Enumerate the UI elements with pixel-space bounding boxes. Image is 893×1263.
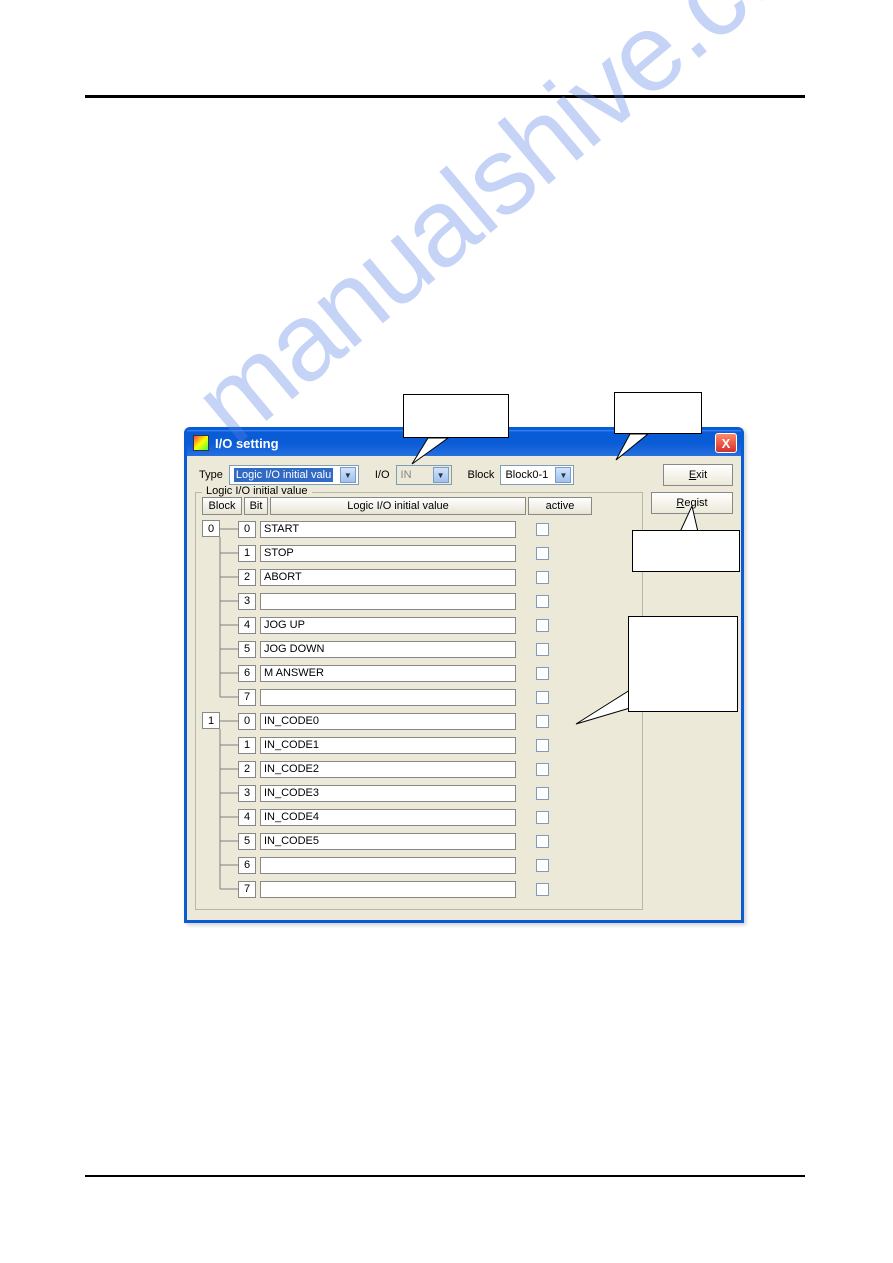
callout-box-3: [632, 530, 740, 572]
table-row: 2IN_CODE2: [238, 757, 636, 781]
table-row: 4IN_CODE4: [238, 805, 636, 829]
exit-button[interactable]: Exit: [663, 464, 733, 486]
bit-index: 5: [238, 641, 256, 658]
table-row: 1IN_CODE1: [238, 733, 636, 757]
active-checkbox[interactable]: [536, 667, 549, 680]
header-bit: Bit: [244, 497, 268, 515]
value-field[interactable]: [260, 881, 516, 898]
active-checkbox[interactable]: [536, 715, 549, 728]
header-active: active: [528, 497, 592, 515]
value-field[interactable]: JOG UP: [260, 617, 516, 634]
active-checkbox[interactable]: [536, 547, 549, 560]
watermark-text: manualshive.com: [170, 0, 884, 467]
active-checkbox[interactable]: [536, 835, 549, 848]
close-button[interactable]: X: [715, 433, 737, 453]
chevron-down-icon: ▼: [340, 467, 356, 483]
tree-column: 0 1: [202, 517, 238, 901]
bit-index: 0: [238, 713, 256, 730]
active-checkbox[interactable]: [536, 571, 549, 584]
bit-index: 3: [238, 593, 256, 610]
bit-index: 6: [238, 857, 256, 874]
chevron-down-icon: ▼: [555, 467, 571, 483]
tree-lines: [202, 517, 238, 901]
bit-index: 4: [238, 617, 256, 634]
value-field[interactable]: ABORT: [260, 569, 516, 586]
page-rule-bottom: [85, 1175, 805, 1177]
active-checkbox[interactable]: [536, 691, 549, 704]
value-field[interactable]: START: [260, 521, 516, 538]
table-row: 0START: [238, 517, 636, 541]
value-field[interactable]: STOP: [260, 545, 516, 562]
bit-index: 0: [238, 521, 256, 538]
exit-button-label: Exit: [689, 469, 707, 481]
app-icon: [193, 435, 209, 451]
bit-index: 1: [238, 545, 256, 562]
value-field[interactable]: IN_CODE3: [260, 785, 516, 802]
type-combo[interactable]: Logic I/O initial valu ▼: [229, 465, 359, 485]
callout-box-4: [628, 616, 738, 712]
active-checkbox[interactable]: [536, 811, 549, 824]
active-checkbox[interactable]: [536, 763, 549, 776]
io-label: I/O: [375, 469, 390, 481]
active-checkbox[interactable]: [536, 619, 549, 632]
block-combo-value: Block0-1: [505, 469, 548, 481]
active-checkbox[interactable]: [536, 787, 549, 800]
active-checkbox[interactable]: [536, 643, 549, 656]
type-label: Type: [199, 469, 223, 481]
value-field[interactable]: [260, 857, 516, 874]
block-combo[interactable]: Block0-1 ▼: [500, 465, 574, 485]
bit-index: 3: [238, 785, 256, 802]
header-block: Block: [202, 497, 242, 515]
header-row: Block Bit Logic I/O initial value active: [202, 497, 636, 515]
table-row: 3: [238, 589, 636, 613]
table-row: 2ABORT: [238, 565, 636, 589]
value-field[interactable]: M ANSWER: [260, 665, 516, 682]
active-checkbox[interactable]: [536, 523, 549, 536]
value-field[interactable]: JOG DOWN: [260, 641, 516, 658]
callout-box-2: [614, 392, 702, 434]
table-row: 4JOG UP: [238, 613, 636, 637]
active-checkbox[interactable]: [536, 739, 549, 752]
close-icon: X: [722, 436, 731, 451]
callout-box-1: [403, 394, 509, 438]
active-checkbox[interactable]: [536, 595, 549, 608]
bit-index: 2: [238, 569, 256, 586]
table-row: 5JOG DOWN: [238, 637, 636, 661]
table-row: 1STOP: [238, 541, 636, 565]
table-row: 3IN_CODE3: [238, 781, 636, 805]
table-row: 6M ANSWER: [238, 661, 636, 685]
header-value: Logic I/O initial value: [270, 497, 526, 515]
io-combo-value: IN: [401, 469, 412, 481]
bit-index: 4: [238, 809, 256, 826]
bit-index: 1: [238, 737, 256, 754]
table-row: 7: [238, 877, 636, 901]
table-row: 6: [238, 853, 636, 877]
value-field[interactable]: IN_CODE2: [260, 761, 516, 778]
block-label: Block: [468, 469, 495, 481]
type-combo-value: Logic I/O initial valu: [234, 468, 333, 482]
value-field[interactable]: IN_CODE1: [260, 737, 516, 754]
bit-index: 7: [238, 881, 256, 898]
bit-index: 6: [238, 665, 256, 682]
value-field[interactable]: IN_CODE5: [260, 833, 516, 850]
page-rule-top: [85, 95, 805, 98]
top-controls-row: Type Logic I/O initial valu ▼ I/O IN ▼ B…: [195, 464, 733, 486]
bit-index: 5: [238, 833, 256, 850]
fieldset-legend: Logic I/O initial value: [202, 485, 312, 497]
bit-index: 7: [238, 689, 256, 706]
value-field[interactable]: IN_CODE4: [260, 809, 516, 826]
active-checkbox[interactable]: [536, 883, 549, 896]
active-checkbox[interactable]: [536, 859, 549, 872]
value-field[interactable]: [260, 689, 516, 706]
value-field[interactable]: IN_CODE0: [260, 713, 516, 730]
table-row: 5IN_CODE5: [238, 829, 636, 853]
bit-index: 2: [238, 761, 256, 778]
value-field[interactable]: [260, 593, 516, 610]
